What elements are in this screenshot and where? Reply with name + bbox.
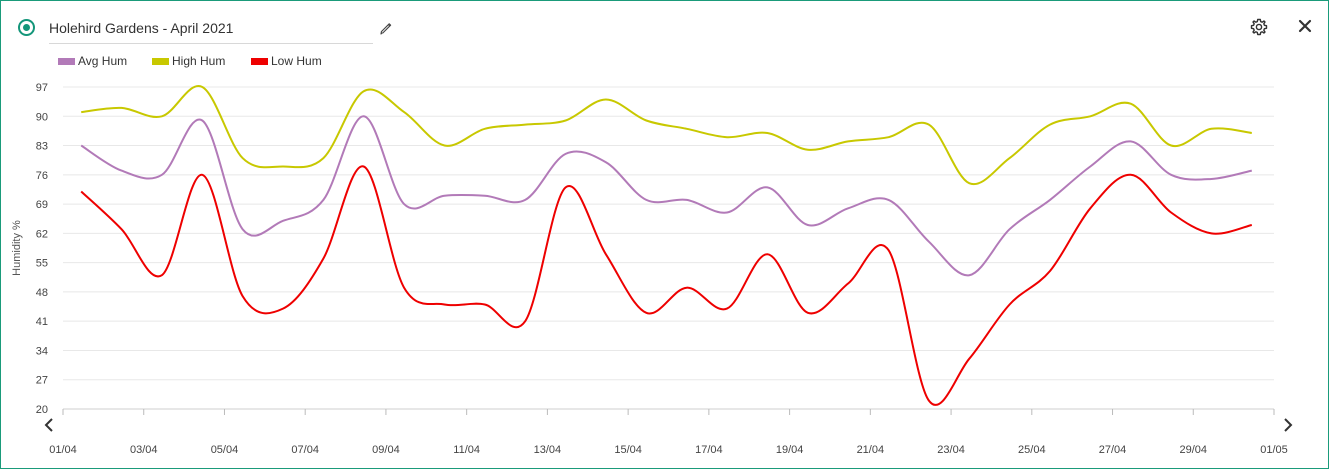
legend-label: High Hum — [172, 54, 226, 68]
y-axis-label: Humidity % — [11, 220, 23, 276]
series-lines — [80, 85, 1253, 406]
y-tick-label: 97 — [36, 82, 48, 94]
widget-header: Holehird Gardens - April 2021 — [1, 1, 1328, 45]
x-tick-label: 29/04 — [1180, 444, 1208, 456]
y-tick-label: 83 — [36, 141, 48, 153]
x-tick-label: 25/04 — [1018, 444, 1046, 456]
status-indicator-icon[interactable] — [18, 19, 35, 36]
y-tick-label: 20 — [36, 404, 48, 416]
x-tick-label: 11/04 — [453, 444, 480, 456]
y-tick-label: 34 — [36, 345, 48, 357]
legend-label: Avg Hum — [78, 54, 128, 68]
legend-swatch-high — [152, 58, 169, 65]
x-tick-label: 01/04 — [49, 444, 77, 456]
y-tick-label: 48 — [36, 287, 48, 299]
x-tick-label: 13/04 — [534, 444, 562, 456]
close-icon[interactable] — [1297, 18, 1313, 34]
y-tick-label: 55 — [36, 258, 48, 270]
y-tick-label: 76 — [36, 170, 48, 182]
x-tick-label: 03/04 — [130, 444, 158, 456]
y-tick-label: 41 — [36, 316, 48, 328]
x-tick-label: 17/04 — [695, 444, 723, 456]
x-tick-label: 07/04 — [291, 444, 319, 456]
pencil-icon[interactable] — [379, 21, 393, 35]
x-tick-label: 19/04 — [776, 444, 804, 456]
x-tick-label: 05/04 — [211, 444, 239, 456]
x-tick-label: 09/04 — [372, 444, 400, 456]
chevron-right-icon[interactable] — [1282, 417, 1294, 433]
legend-swatch-avg — [58, 58, 75, 65]
y-tick-label: 69 — [36, 199, 48, 211]
x-tick-label: 21/04 — [857, 444, 885, 456]
x-tick-label: 01/05 — [1260, 444, 1288, 456]
x-tick-label: 27/04 — [1099, 444, 1127, 456]
widget-title[interactable]: Holehird Gardens - April 2021 — [49, 19, 373, 44]
series-line-low-hum — [80, 165, 1253, 406]
x-axis-ticks: 01/04 03/04 05/04 07/04 09/04 11/04 13/04 15/04… — [49, 409, 1288, 456]
y-tick-label: 90 — [36, 111, 48, 123]
y-tick-label: 27 — [36, 375, 48, 387]
x-tick-label: 15/04 — [614, 444, 642, 456]
x-tick-label: 23/04 — [937, 444, 965, 456]
y-tick-label: 62 — [36, 228, 48, 240]
legend-swatch-low — [251, 58, 268, 65]
series-line-high-hum — [81, 85, 1252, 186]
chevron-left-icon[interactable] — [43, 417, 55, 433]
legend-label: Low Hum — [271, 54, 322, 68]
gear-icon[interactable] — [1249, 17, 1269, 37]
y-axis-ticks: 97 90 83 76 69 62 55 48 41 34 27 20 — [36, 82, 48, 416]
grid-lines — [63, 86, 1274, 410]
series-line-avg-hum — [80, 115, 1253, 277]
